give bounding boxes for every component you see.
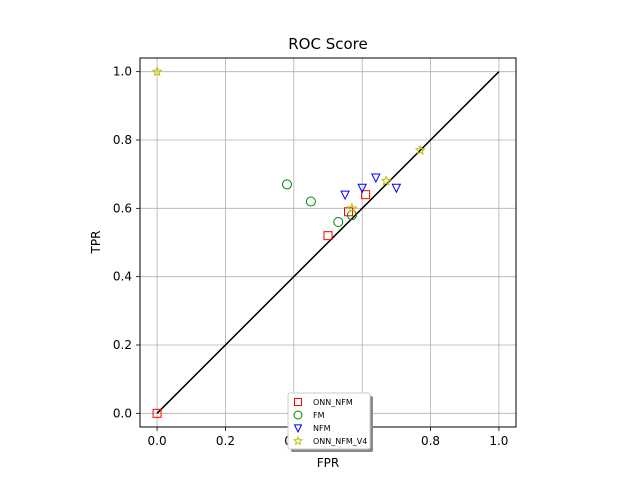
legend-marker	[293, 410, 303, 420]
data-point	[323, 231, 333, 241]
x-axis-label: FPR	[317, 456, 339, 470]
chart-title: ROC Score	[288, 35, 367, 53]
x-tick-label: 0.2	[216, 434, 235, 448]
data-point	[371, 173, 381, 184]
y-tick-label: 0.4	[113, 270, 132, 284]
data-point	[281, 179, 292, 190]
y-tick-label: 0.0	[113, 406, 132, 420]
markers	[151, 65, 426, 418]
x-tick-label: 1.0	[489, 434, 508, 448]
series-nfm	[340, 173, 402, 201]
diagonal-line	[156, 71, 500, 414]
x-tick-label: 0.8	[421, 434, 440, 448]
x-tick-label: 0.0	[148, 434, 167, 448]
legend-box	[287, 392, 371, 450]
data-point	[151, 65, 163, 77]
y-tick-label: 0.2	[113, 338, 132, 352]
y-tick-label: 0.6	[113, 201, 132, 215]
legend-label: ONN_NFM	[313, 398, 353, 407]
legend-marker	[294, 398, 302, 406]
data-point	[357, 183, 367, 194]
data-point	[333, 217, 344, 227]
y-ticks: 0.0 0.2 0.4 0.6 0.8 1.0	[113, 65, 140, 420]
data-point	[152, 408, 162, 418]
series-onn-nfm-v4	[151, 65, 426, 214]
data-point	[380, 175, 392, 186]
legend-marker	[293, 424, 303, 433]
legend: ONN_NFM FM NFM ONN_NFM_V4	[287, 392, 373, 452]
data-point	[340, 190, 350, 201]
data-point	[305, 196, 316, 207]
data-point	[391, 183, 402, 194]
y-tick-label: 1.0	[113, 65, 132, 79]
legend-marker	[292, 435, 304, 446]
legend-label: FM	[313, 411, 325, 420]
diagonal-line-group	[156, 71, 500, 414]
data-point	[414, 144, 426, 155]
legend-label: ONN_NFM_V4	[313, 437, 367, 446]
data-point	[361, 190, 371, 200]
legend-label: NFM	[313, 424, 331, 433]
data-point	[346, 202, 358, 214]
y-axis-label: TPR	[89, 231, 103, 255]
y-tick-label: 0.8	[113, 133, 132, 147]
grid	[140, 58, 516, 427]
